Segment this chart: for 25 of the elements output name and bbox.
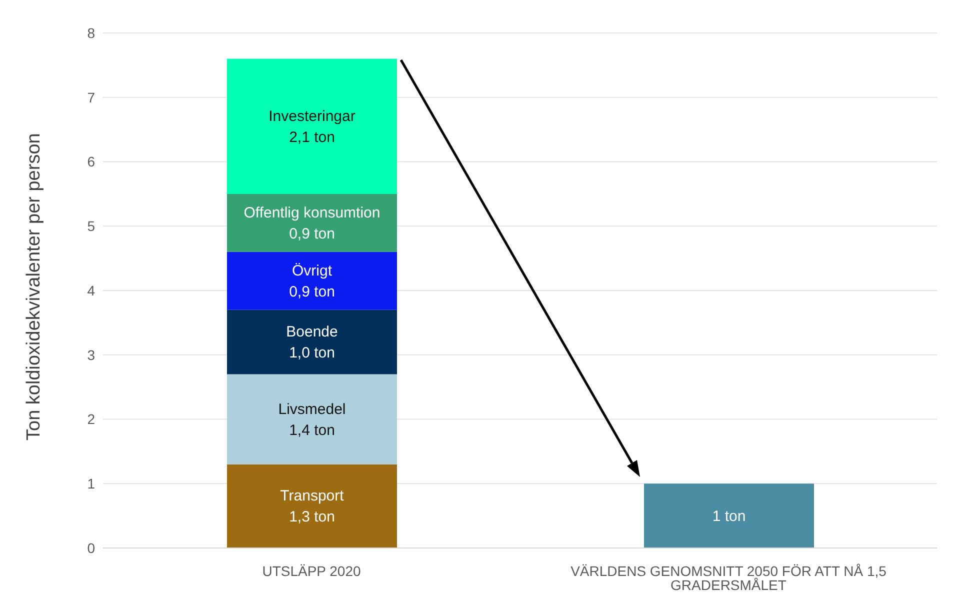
data-label: 0,9 ton — [289, 225, 335, 242]
x-tick-label: UTSLÄPP 2020 — [262, 562, 361, 579]
y-tick-label: 4 — [87, 282, 96, 298]
data-label: 1,3 ton — [289, 508, 335, 526]
data-label: 0,9 ton — [289, 283, 335, 300]
series-label: Investeringar — [268, 108, 356, 125]
y-tick-label: 3 — [87, 346, 96, 363]
series-label: Boende — [286, 324, 338, 340]
y-tick-label: 1 — [87, 476, 96, 492]
data-label: 1,4 ton — [289, 422, 335, 439]
series-label: Transport — [280, 488, 345, 505]
y-tick-label: 2 — [87, 411, 96, 428]
series-label: Livsmedel — [278, 400, 346, 418]
y-tick-label: 7 — [87, 89, 96, 106]
x-tick-label: VÄRLDENS GENOMSNITT 2050 FÖR ATT NÅ 1,5 GRADERSMÅLET — [570, 562, 887, 593]
data-label: 2,1 ton — [289, 128, 335, 146]
series-label: Offentlig konsumtion — [244, 204, 380, 222]
data-label: 1 ton — [712, 508, 746, 525]
series-label: Övrigt — [292, 262, 333, 280]
y-tick-label: 0 — [87, 540, 96, 556]
y-tick-label: 6 — [87, 154, 96, 170]
data-label: 1,0 ton — [289, 344, 335, 362]
y-axis-title: Ton koldioxidekvivalenter per person — [24, 133, 45, 440]
y-tick-label: 8 — [87, 24, 96, 41]
y-tick-label: 5 — [87, 218, 96, 234]
